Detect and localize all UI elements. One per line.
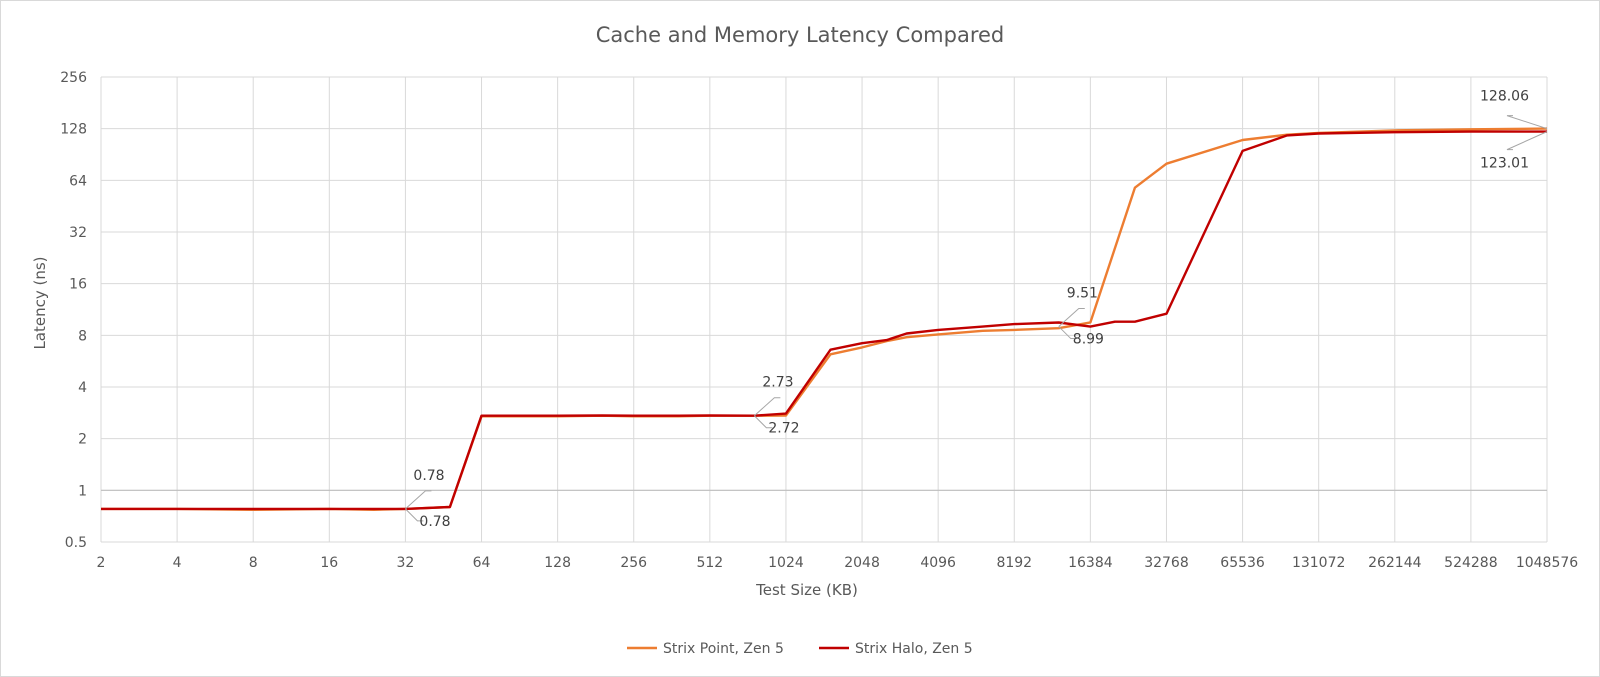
data-label: 128.06 xyxy=(1480,89,1529,105)
x-tick-label: 64 xyxy=(473,555,491,571)
legend-item-1: Strix Halo, Zen 5 xyxy=(819,641,973,657)
y-tick-label: 4 xyxy=(78,380,87,396)
x-tick-label: 1048576 xyxy=(1516,555,1578,571)
y-tick-label: 1 xyxy=(78,483,87,499)
data-labels: 0.78 0.78 2.73 2.72 9.51 8.99 128.06 123.01 xyxy=(405,89,1548,530)
data-label-leader xyxy=(1058,308,1085,327)
grid xyxy=(100,76,1548,543)
data-label-leader xyxy=(1506,115,1548,130)
data-label-leader xyxy=(1058,326,1077,340)
x-tick-label: 1024 xyxy=(768,555,804,571)
data-label-leader xyxy=(405,490,432,510)
x-axis-title: Test Size (KB) xyxy=(755,581,858,599)
x-tick-label: 32 xyxy=(397,555,415,571)
x-tick-label: 65536 xyxy=(1220,555,1265,571)
y-tick-label: 32 xyxy=(69,225,87,241)
series-line xyxy=(101,127,1548,511)
x-tick-label: 32768 xyxy=(1144,555,1189,571)
data-label: 0.78 xyxy=(413,468,444,484)
x-tick-label: 524288 xyxy=(1444,555,1497,571)
x-tick-label: 512 xyxy=(696,555,723,571)
data-label-leader xyxy=(754,397,781,417)
data-label: 2.72 xyxy=(768,421,799,437)
data-label: 9.51 xyxy=(1067,286,1098,302)
data-label: 2.73 xyxy=(762,375,793,391)
legend-label: Strix Point, Zen 5 xyxy=(663,641,784,657)
y-tick-label: 16 xyxy=(69,277,87,293)
x-tick-label: 8 xyxy=(249,555,258,571)
series-0 xyxy=(100,127,1548,511)
chart-title: Cache and Memory Latency Compared xyxy=(596,23,1005,47)
x-tick-label: 256 xyxy=(620,555,647,571)
data-label-leader xyxy=(405,508,424,522)
data-label: 8.99 xyxy=(1073,332,1104,348)
y-axis-title: Latency (ns) xyxy=(31,256,49,349)
y-tick-label: 0.5 xyxy=(65,535,87,551)
x-tick-label: 128 xyxy=(544,555,571,571)
data-label-leader xyxy=(1506,131,1548,151)
legend-item-0: Strix Point, Zen 5 xyxy=(627,641,784,657)
y-axis-ticks: 0.5 1 2 4 8 16 32 64 128 256 xyxy=(60,70,87,551)
x-tick-label: 2048 xyxy=(844,555,880,571)
legend: Strix Point, Zen 5 Strix Halo, Zen 5 xyxy=(627,641,973,657)
series-line xyxy=(101,130,1547,511)
y-tick-label: 64 xyxy=(69,173,87,189)
x-tick-label: 8192 xyxy=(996,555,1032,571)
y-tick-label: 128 xyxy=(60,122,87,138)
x-tick-label: 16384 xyxy=(1068,555,1113,571)
x-axis-ticks: 2 4 8 16 32 64 128 256 512 1024 2048 4096 8192 16384 3… xyxy=(97,555,1579,571)
y-tick-label: 2 xyxy=(78,432,87,448)
x-tick-label: 4 xyxy=(173,555,182,571)
y-tick-label: 256 xyxy=(60,70,87,86)
x-tick-label: 131072 xyxy=(1292,555,1345,571)
data-label-leader xyxy=(754,415,773,429)
data-label: 0.78 xyxy=(419,514,450,530)
series-lines xyxy=(100,127,1548,511)
x-tick-label: 262144 xyxy=(1368,555,1422,571)
x-tick-label: 4096 xyxy=(920,555,956,571)
x-tick-label: 2 xyxy=(97,555,106,571)
data-label: 123.01 xyxy=(1480,156,1529,172)
series-1 xyxy=(100,130,1548,511)
y-tick-label: 8 xyxy=(78,328,87,344)
x-tick-label: 16 xyxy=(320,555,338,571)
legend-label: Strix Halo, Zen 5 xyxy=(855,641,973,657)
